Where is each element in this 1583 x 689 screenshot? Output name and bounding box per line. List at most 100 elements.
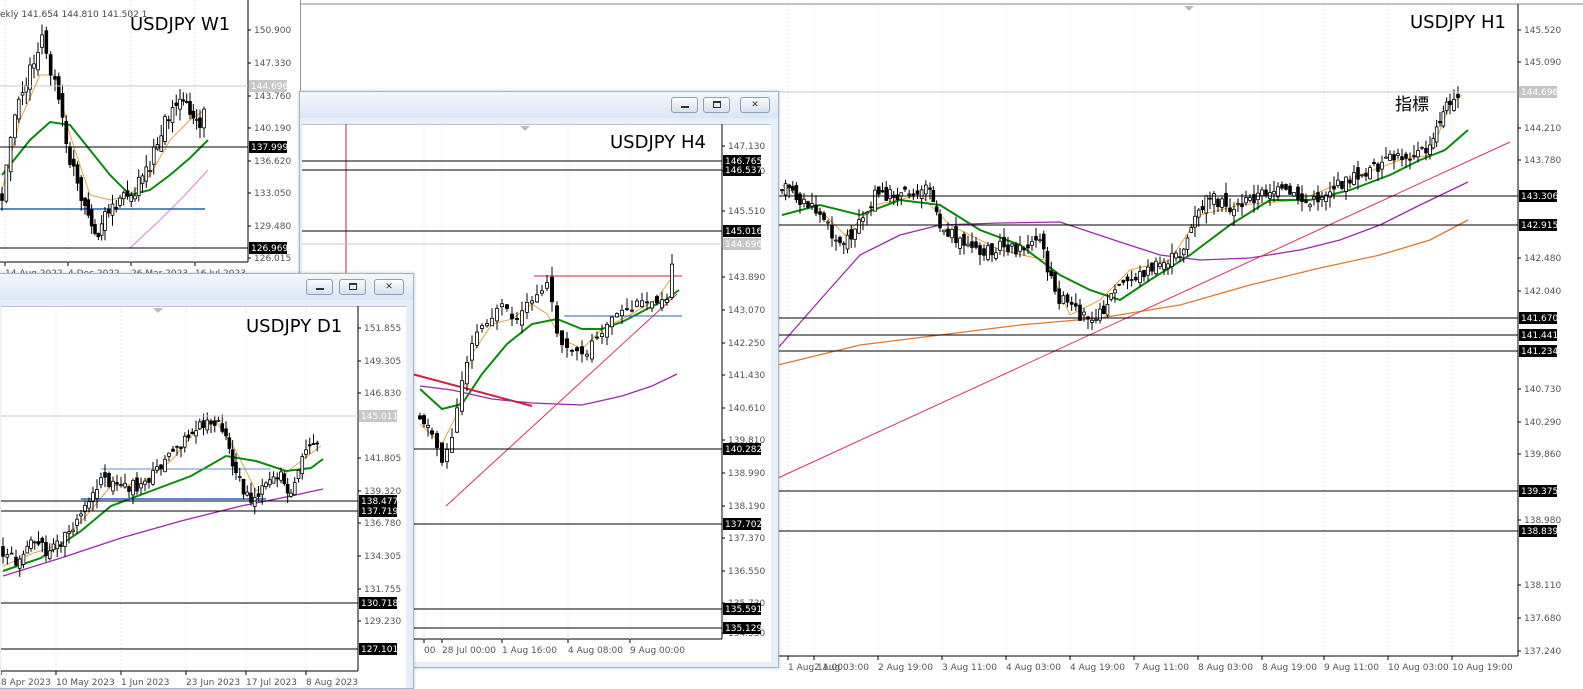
d1-chart[interactable]: 151.855 149.305 146.830 141.805 139.320 136.7… [1,306,406,688]
ma-mid-line[interactable] [1,120,209,197]
candle-body [32,63,36,69]
candle-body [1368,167,1372,180]
trendline[interactable] [777,141,1511,479]
candle-body [1272,191,1276,195]
candle-body [159,464,163,470]
candle-body [1412,155,1416,158]
price-tag [1519,525,1557,537]
ma-slow-line[interactable] [129,169,209,249]
candle-body [119,484,123,486]
candle-body [954,226,958,244]
scroll-marker-icon [153,308,163,313]
candle-body [8,137,13,173]
candle-body [5,554,10,558]
candle-body [560,330,564,346]
price-axis-label: 126.015 [254,254,291,264]
h4-titlebar[interactable] [300,92,778,118]
candle-body [115,482,119,485]
trendline[interactable] [445,293,678,507]
candle-body [962,233,966,246]
candle-body [1053,271,1057,292]
candle-body [1034,235,1038,241]
time-axis-label: 2 Aug 03:00 [814,663,869,673]
candle-body [895,194,900,200]
maximize-button[interactable] [703,97,730,113]
candle-body [311,443,316,445]
maximize-button[interactable] [339,279,366,295]
trendline[interactable] [411,373,533,407]
price-tag [1519,329,1557,341]
candle-body [182,435,187,448]
candle-body [938,213,942,229]
time-axis-label: 17 Jul 2023 [246,678,297,688]
ma-mid-line[interactable] [2,454,324,572]
price-tag-label: 137.719 [361,507,398,517]
candle-body [880,190,885,193]
candle-body [275,477,280,480]
d1-time-axis: 8 Apr 2023 10 May 2023 1 Jun 2023 23 Jun 20… [1,671,358,688]
ma-long-line[interactable] [777,219,1469,366]
candle-body [25,545,30,554]
candle-body [907,193,911,196]
candle-body [1178,256,1182,259]
d1-chart-window[interactable]: ✕ 151.855 149.305 146.830 141.805 139.320 136… [0,273,414,689]
ma-mid-line[interactable] [781,129,1469,302]
candle-body [1228,207,1232,213]
h1-grid [787,5,1453,656]
candle-body [230,449,235,467]
time-axis-label: 4 Dec 2022 [68,269,120,276]
candle-body [178,98,182,110]
candle-body [174,102,179,106]
candle-body [1134,276,1138,281]
candle-body [480,325,484,329]
candle-body [1121,279,1126,283]
candle-body [550,276,554,303]
candle-body [184,101,189,103]
h4-price-axis: 147.130146.330145.510143.890143.070142.2… [722,142,765,639]
candle-body [873,189,877,212]
minimize-button[interactable] [306,279,333,295]
w1-chart[interactable]: 150.900 147.330 143.760 140.190 136.620 133.0… [0,0,300,276]
ma-slow-line[interactable] [777,181,1469,349]
w1-chart-window[interactable]: 150.900 147.330 143.760 140.190 136.620 133.0… [0,0,301,276]
candle-body [75,518,79,526]
candle-body [915,190,920,195]
candle-body [129,195,134,202]
candle-body [1014,243,1018,255]
candle-body [1109,293,1114,300]
candle-body [234,461,238,474]
candle-body [205,419,210,431]
close-button[interactable]: ✕ [740,97,770,113]
minimize-button[interactable] [671,97,698,113]
candle-body [814,204,818,214]
candle-body [1212,193,1216,205]
candle-body [1113,289,1117,294]
candle-body [435,433,439,448]
candle-body [1312,196,1316,200]
candle-body [194,118,199,121]
price-tag [249,141,287,153]
candle-body [1174,252,1178,259]
candle-body [224,428,228,437]
candle-body [1420,146,1424,149]
close-button[interactable]: ✕ [374,279,404,295]
candle-body [555,305,559,334]
price-axis-label: 145.510 [728,207,765,217]
candle-body [1232,208,1236,217]
candle-body [118,197,122,206]
ma-fast-line[interactable] [1,74,206,201]
candle-body [209,420,213,425]
candle-body [1150,262,1154,272]
candle-body [1404,153,1408,159]
candle-body [36,52,40,71]
h1-title: USDJPY H1 [1410,12,1506,33]
price-tag-label: 140.282 [725,445,762,455]
candle-body [1296,186,1300,200]
candle-body [55,540,60,550]
candle-body [857,219,861,234]
candle-body [525,301,529,313]
price-tag [249,80,287,92]
candle-body [304,449,308,455]
h1-price-tags: 144.696 143.306 142.915 141.670 141.441 141.2… [1519,86,1558,537]
candle-body [802,198,806,204]
